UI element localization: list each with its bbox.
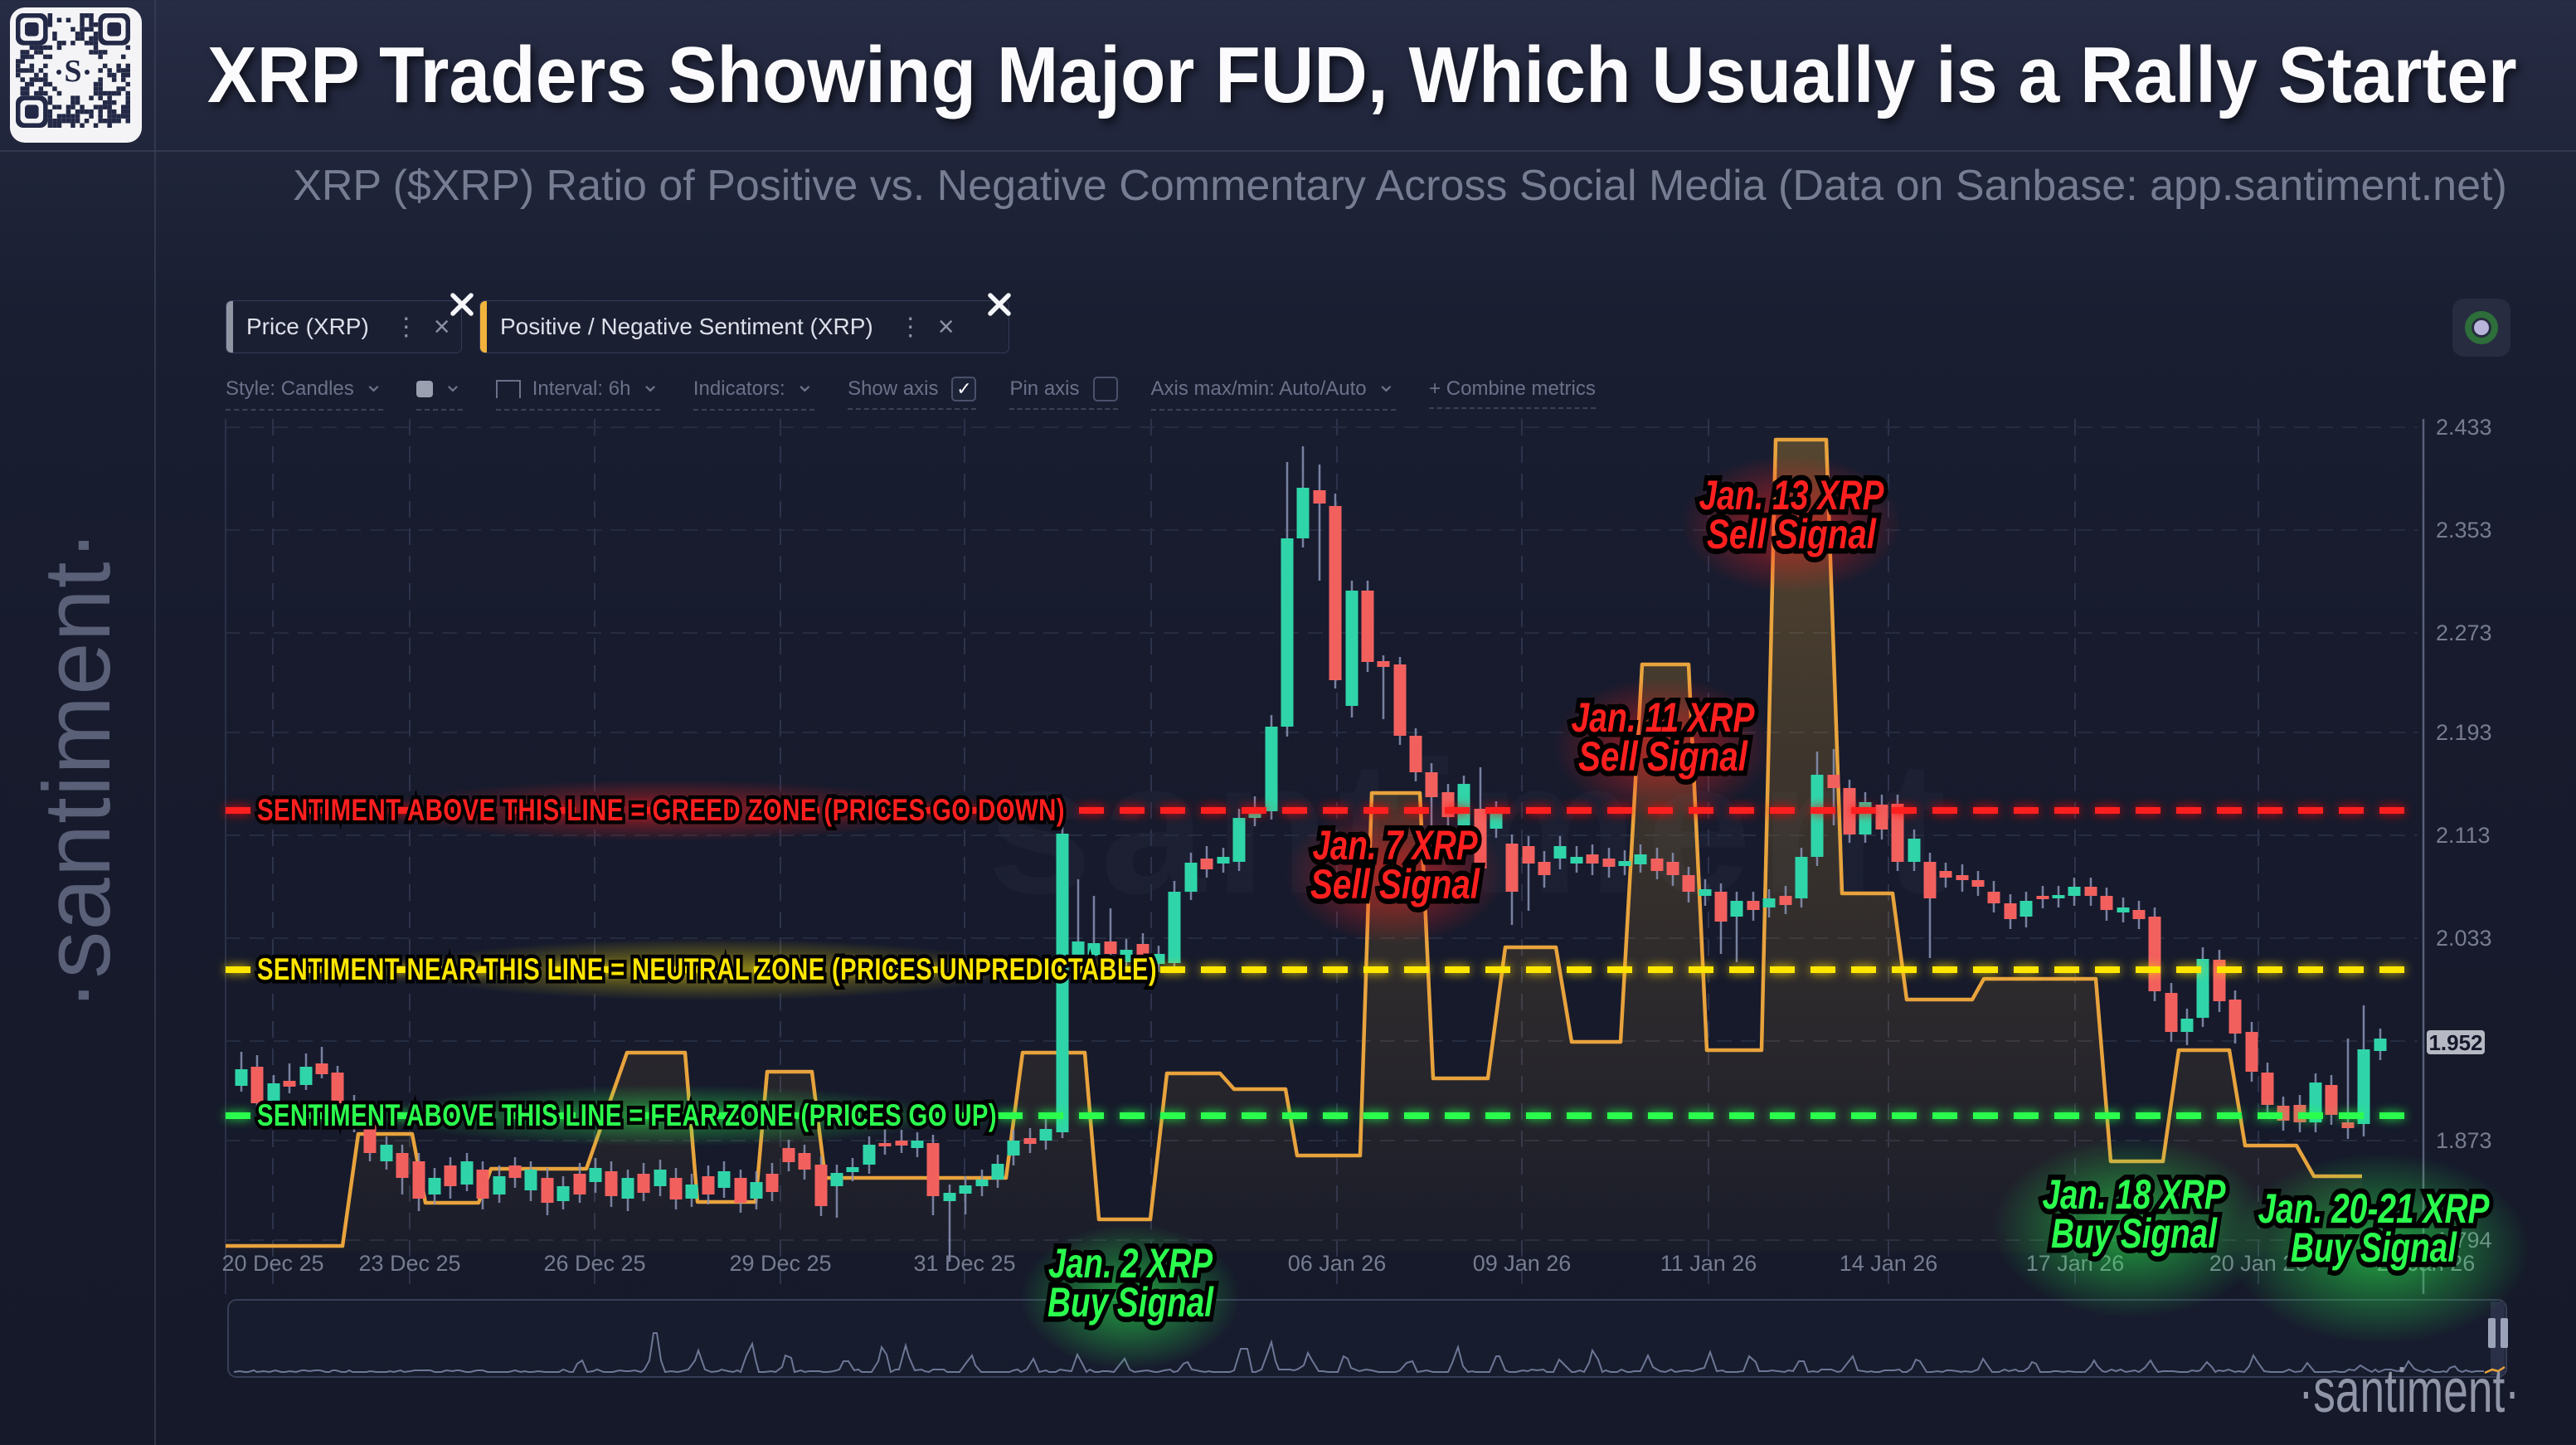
svg-text:2.353: 2.353 bbox=[2436, 518, 2492, 542]
svg-text:20 Dec 25: 20 Dec 25 bbox=[221, 1251, 323, 1276]
svg-text:11 Jan 26: 11 Jan 26 bbox=[1660, 1251, 1757, 1276]
svg-text:Jan. 7 XRP: Jan. 7 XRP bbox=[1313, 822, 1478, 868]
svg-text:2.193: 2.193 bbox=[2436, 720, 2492, 745]
svg-text:Jan. 13 XRP: Jan. 13 XRP bbox=[1699, 472, 1884, 518]
svg-text:26 Dec 25: 26 Dec 25 bbox=[543, 1251, 645, 1276]
svg-text:SENTIMENT NEAR THIS LINE = NEU: SENTIMENT NEAR THIS LINE = NEUTRAL ZONE … bbox=[257, 952, 1157, 986]
svg-text:2.273: 2.273 bbox=[2436, 620, 2492, 645]
svg-text:23 Dec 25: 23 Dec 25 bbox=[358, 1251, 460, 1276]
svg-text:2.433: 2.433 bbox=[2436, 415, 2492, 440]
svg-text:09 Jan 26: 09 Jan 26 bbox=[1473, 1251, 1572, 1276]
svg-text:Jan. 18 XRP: Jan. 18 XRP bbox=[2043, 1171, 2226, 1218]
svg-text:29 Dec 25: 29 Dec 25 bbox=[729, 1251, 831, 1276]
svg-text:Jan. 2 XRP: Jan. 2 XRP bbox=[1048, 1240, 1213, 1287]
svg-text:Buy Signal: Buy Signal bbox=[1047, 1279, 1214, 1326]
svg-text:06 Jan 26: 06 Jan 26 bbox=[1288, 1251, 1387, 1276]
svg-text:Buy Signal: Buy Signal bbox=[2291, 1224, 2457, 1271]
svg-text:Buy Signal: Buy Signal bbox=[2051, 1210, 2218, 1257]
svg-text:SENTIMENT ABOVE THIS LINE = FE: SENTIMENT ABOVE THIS LINE = FEAR ZONE (P… bbox=[257, 1098, 997, 1132]
svg-text:2.033: 2.033 bbox=[2436, 926, 2492, 951]
svg-text:14 Jan 26: 14 Jan 26 bbox=[1840, 1251, 1938, 1276]
svg-text:Jan. 20-21 XRP: Jan. 20-21 XRP bbox=[2258, 1185, 2490, 1232]
svg-text:S: S bbox=[64, 54, 81, 89]
svg-text:Sell Signal: Sell Signal bbox=[1310, 861, 1480, 907]
svg-text:2.113: 2.113 bbox=[2436, 823, 2491, 848]
svg-text:Jan. 11 XRP: Jan. 11 XRP bbox=[1572, 694, 1756, 741]
svg-text:Sell Signal: Sell Signal bbox=[1707, 511, 1877, 557]
svg-text:SENTIMENT ABOVE THIS LINE = GR: SENTIMENT ABOVE THIS LINE = GREED ZONE (… bbox=[257, 793, 1065, 827]
svg-text:Sell Signal: Sell Signal bbox=[1578, 733, 1748, 780]
